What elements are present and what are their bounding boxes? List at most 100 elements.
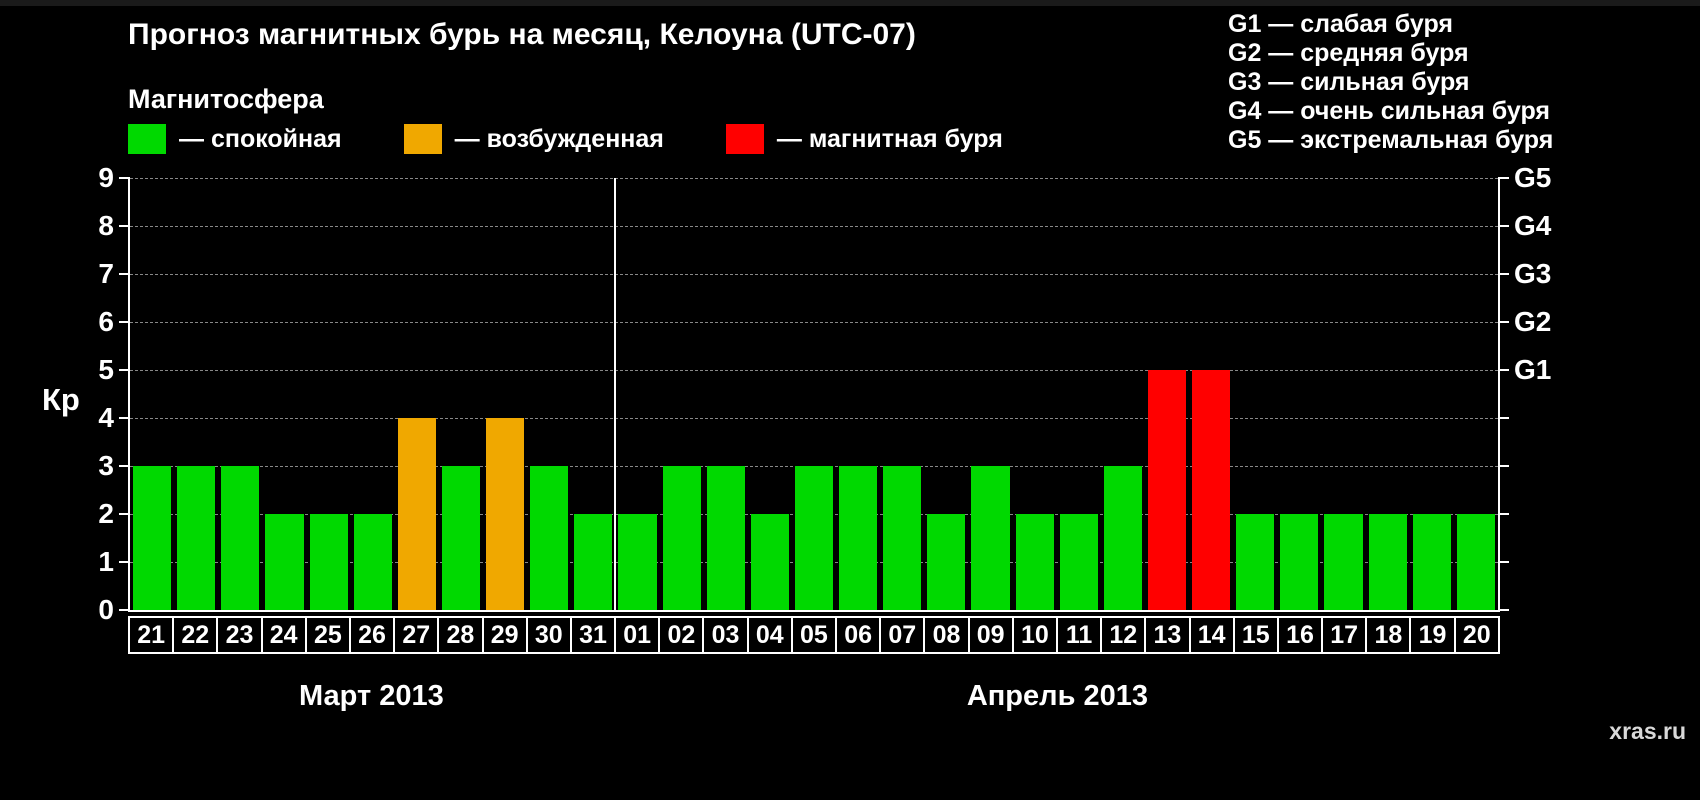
day-label-31: 31 [569, 616, 617, 654]
day-label-14: 14 [1188, 616, 1235, 654]
day-label-05: 05 [790, 616, 837, 654]
legend-label-storm: — магнитная буря [776, 124, 1003, 153]
g-axis-label-g1: G1 [1514, 354, 1552, 385]
bar-day-18 [1368, 514, 1407, 610]
bar-day-09 [971, 466, 1010, 610]
day-label-30: 30 [525, 616, 572, 654]
watermark: xras.ru [1609, 718, 1686, 744]
bar-day-12 [1103, 466, 1142, 610]
y-tick-mark-right-4 [1498, 417, 1509, 419]
day-label-01: 01 [614, 616, 661, 654]
day-label-29: 29 [481, 616, 528, 654]
gridline-kp-4 [130, 418, 1498, 419]
bars-container [130, 178, 1498, 610]
y-tick-mark-left-5 [119, 369, 130, 371]
legend-label-quiet: — спокойная [179, 124, 342, 153]
bar-day-27 [397, 418, 436, 610]
day-label-23: 23 [216, 616, 263, 654]
bar-day-26 [353, 514, 392, 610]
g5-description: G5 — экстремальная буря [1228, 126, 1554, 154]
bar-day-07 [883, 466, 922, 610]
bar-day-25 [309, 514, 348, 610]
bar-day-21 [133, 466, 172, 610]
day-label-11: 11 [1055, 616, 1103, 654]
day-label-12: 12 [1100, 616, 1147, 654]
bar-day-15 [1236, 514, 1275, 610]
y-tick-mark-left-2 [119, 513, 130, 515]
day-label-28: 28 [437, 616, 484, 654]
day-label-19: 19 [1409, 616, 1456, 654]
day-label-16: 16 [1276, 616, 1324, 654]
bar-day-24 [265, 514, 304, 610]
y-tick-mark-left-7 [119, 273, 130, 275]
g-axis-label-g5: G5 [1514, 162, 1552, 193]
day-label-18: 18 [1365, 616, 1412, 654]
day-label-17: 17 [1321, 616, 1368, 654]
excited-color-swatch [403, 124, 442, 154]
day-label-21: 21 [128, 616, 175, 654]
y-tick-label-1: 1 [98, 546, 114, 577]
y-tick-mark-left-4 [119, 417, 130, 419]
y-tick-mark-right-1 [1498, 561, 1509, 563]
g3-description: G3 — сильная буря [1228, 68, 1470, 96]
bar-day-28 [441, 466, 480, 610]
magnetosphere-legend: — спокойная — возбужденная — магнитная б… [128, 124, 1003, 154]
y-axis-title: Кр [42, 382, 80, 417]
g4-description: G4 — очень сильная буря [1228, 97, 1550, 125]
y-tick-mark-left-0 [119, 609, 130, 611]
day-label-08: 08 [923, 616, 970, 654]
day-label-02: 02 [658, 616, 705, 654]
bar-day-13 [1147, 370, 1186, 610]
bar-day-02 [662, 466, 701, 610]
y-tick-label-0: 0 [98, 594, 114, 625]
y-tick-mark-right-2 [1498, 513, 1509, 515]
bar-day-20 [1456, 514, 1495, 610]
bar-day-14 [1192, 370, 1231, 610]
y-tick-label-9: 9 [98, 162, 114, 193]
day-axis: 21 22 23 24 25 26 27 28 29 30 31 01 02 03 04 05 06 07 08 09… [128, 616, 1500, 654]
legend-item-quiet: — спокойная [128, 124, 342, 154]
g-axis-label-g4: G4 [1514, 210, 1552, 241]
bar-day-03 [706, 466, 745, 610]
gridline-kp-9 [130, 178, 1498, 179]
g-axis-label-g2: G2 [1514, 305, 1552, 337]
bar-day-30 [530, 466, 569, 610]
y-tick-mark-right-9 [1498, 177, 1509, 179]
bar-day-04 [750, 514, 789, 610]
day-label-27: 27 [393, 616, 440, 654]
g2-description: G2 — средняя буря [1228, 39, 1469, 67]
day-label-22: 22 [172, 616, 219, 654]
day-label-03: 03 [702, 616, 749, 654]
day-label-20: 20 [1453, 616, 1500, 654]
month-axis: Март 2013 Апрель 2013 [128, 674, 1500, 714]
month-label-1: Март 2013 [299, 680, 444, 712]
y-tick-mark-right-6 [1498, 320, 1509, 323]
y-tick-label-5: 5 [98, 354, 114, 385]
day-label-06: 06 [835, 616, 882, 654]
y-tick-label-7: 7 [98, 258, 114, 289]
bar-day-01 [618, 514, 657, 610]
bar-day-23 [221, 466, 260, 610]
bar-day-16 [1280, 514, 1319, 610]
day-label-07: 07 [879, 616, 926, 654]
month-label-2: Апрель 2013 [966, 680, 1148, 712]
quiet-color-swatch [128, 124, 166, 154]
y-tick-mark-right-0 [1498, 609, 1509, 611]
y-tick-mark-left-9 [119, 177, 130, 179]
day-label-09: 09 [967, 616, 1014, 654]
y-tick-label-2: 2 [98, 498, 114, 529]
day-label-10: 10 [1011, 616, 1058, 654]
y-tick-label-8: 8 [98, 210, 114, 241]
y-tick-label-4: 4 [98, 402, 114, 433]
y-tick-mark-left-3 [119, 464, 130, 467]
legend-item-storm: — магнитная буря [725, 124, 1003, 154]
y-tick-label-3: 3 [98, 449, 114, 481]
page-title: Прогноз магнитных бурь на месяц, Келоуна… [128, 18, 916, 51]
day-label-24: 24 [260, 616, 307, 654]
bar-day-10 [1015, 514, 1054, 610]
magnetosphere-label: Магнитосфера [128, 84, 324, 114]
bar-day-31 [574, 514, 613, 610]
y-tick-mark-right-3 [1498, 464, 1509, 467]
bar-day-11 [1059, 514, 1098, 610]
